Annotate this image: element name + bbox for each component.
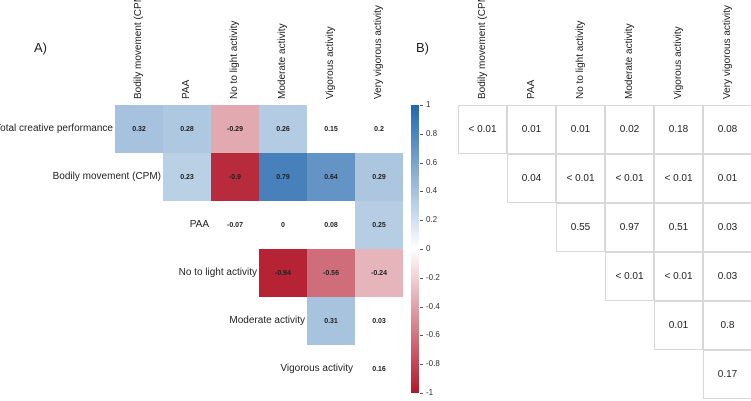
column-header: PAA bbox=[181, 79, 192, 99]
colorbar-tick-mark bbox=[420, 393, 423, 394]
heatmap-cell: -0.07 bbox=[227, 221, 243, 229]
colorbar-tick-mark bbox=[420, 105, 423, 106]
heatmap-cell: -0.56 bbox=[307, 249, 355, 297]
heatmap-cell: 0.08 bbox=[324, 221, 338, 229]
column-header: Vigorous activity bbox=[673, 26, 684, 99]
colorbar-tick-label: -0.4 bbox=[426, 301, 440, 311]
colorbar-tick-label: 1 bbox=[426, 100, 431, 109]
p-value-cell: 0.01 bbox=[556, 105, 605, 154]
heatmap-cell: 0.79 bbox=[259, 153, 307, 201]
column-header: Vigorous activity bbox=[325, 26, 336, 99]
heatmap-cell: 0.28 bbox=[163, 105, 211, 153]
p-value-cell: 0.97 bbox=[605, 203, 654, 252]
p-value-cell: 0.08 bbox=[703, 105, 751, 154]
p-value-cell: 0.01 bbox=[703, 154, 751, 203]
colorbar-tick-mark bbox=[420, 162, 423, 164]
p-value-cell: 0.55 bbox=[556, 203, 605, 252]
column-header: PAA bbox=[526, 79, 537, 99]
heatmap-cell: 0.15 bbox=[324, 125, 338, 133]
colorbar-tick-mark bbox=[420, 364, 423, 366]
heatmap-cell: 0.25 bbox=[355, 201, 403, 249]
colorbar-tick-label: -0.2 bbox=[426, 272, 440, 282]
colorbar-tick-label: -0.6 bbox=[426, 330, 440, 340]
column-header: Moderate activity bbox=[277, 23, 288, 99]
colorbar-tick-label: 0.8 bbox=[426, 128, 438, 138]
p-value-cell: 0.03 bbox=[703, 203, 751, 252]
p-value-cell: 0.18 bbox=[654, 105, 703, 154]
heatmap-cell: 0.31 bbox=[307, 297, 355, 345]
colorbar-tick-label: 0.6 bbox=[426, 157, 438, 167]
p-value-cell: < 0.01 bbox=[654, 154, 703, 203]
row-label: PAA bbox=[189, 219, 209, 230]
column-header: Moderate activity bbox=[624, 23, 635, 99]
column-header: Bodily movement (CPM) bbox=[477, 0, 488, 99]
heatmap-cell: 0.23 bbox=[163, 153, 211, 201]
p-value-cell: < 0.01 bbox=[605, 252, 654, 301]
heatmap-cell: 0.64 bbox=[307, 153, 355, 201]
p-value-cell: 0.17 bbox=[703, 350, 751, 399]
colorbar-tick-mark bbox=[420, 277, 423, 279]
p-value-cell: < 0.01 bbox=[654, 252, 703, 301]
panel-a-label: A) bbox=[34, 40, 47, 55]
heatmap-cell: -0.94 bbox=[259, 249, 307, 297]
colorbar-tick-mark bbox=[420, 220, 423, 222]
heatmap-cell: -0.24 bbox=[355, 249, 403, 297]
p-value-cell: 0.03 bbox=[703, 252, 751, 301]
row-label: Total creative performance bbox=[0, 123, 113, 134]
row-label: No to light activity bbox=[178, 267, 257, 278]
column-header: No to light activity bbox=[229, 20, 240, 99]
row-label: Moderate activity bbox=[229, 315, 305, 326]
heatmap-cell: 0 bbox=[281, 221, 285, 229]
heatmap-cell: 0.29 bbox=[355, 153, 403, 201]
colorbar-tick-label: -0.8 bbox=[426, 359, 440, 369]
heatmap-cell: 0.32 bbox=[115, 105, 163, 153]
heatmap-cell: 0.16 bbox=[372, 365, 386, 373]
p-value-cell: < 0.01 bbox=[458, 105, 507, 154]
colorbar-tick-label: 0.2 bbox=[426, 215, 438, 225]
column-header: Bodily movement (CPM) bbox=[133, 0, 144, 99]
column-header: Very vigorous activity bbox=[722, 5, 733, 99]
colorbar-tick-mark bbox=[420, 306, 423, 308]
p-value-cell: < 0.01 bbox=[605, 154, 654, 203]
row-label: Vigorous activity bbox=[280, 363, 353, 374]
column-header: Very vigorous activity bbox=[373, 5, 384, 99]
panel-b-label: B) bbox=[416, 40, 429, 55]
row-label: Bodily movement (CPM) bbox=[52, 171, 161, 182]
p-value-cell: 0.01 bbox=[654, 301, 703, 350]
p-value-cell: < 0.01 bbox=[556, 154, 605, 203]
colorbar bbox=[411, 105, 419, 393]
colorbar-tick-label: 0.4 bbox=[426, 186, 438, 196]
heatmap-cell: 0.03 bbox=[372, 317, 386, 325]
p-value-cell: 0.01 bbox=[507, 105, 556, 154]
column-header: No to light activity bbox=[575, 20, 586, 99]
heatmap-cell: 0.26 bbox=[259, 105, 307, 153]
colorbar-tick-mark bbox=[420, 335, 423, 337]
colorbar-tick-label: 0 bbox=[426, 244, 431, 253]
p-value-cell: 0.02 bbox=[605, 105, 654, 154]
heatmap-cell: -0.29 bbox=[211, 105, 259, 153]
colorbar-tick-mark bbox=[420, 191, 423, 193]
colorbar-tick-mark bbox=[420, 249, 423, 250]
heatmap-cell: -0.9 bbox=[211, 153, 259, 201]
colorbar-tick-label: -1 bbox=[426, 388, 434, 397]
p-value-cell: 0.04 bbox=[507, 154, 556, 203]
p-value-cell: 0.8 bbox=[703, 301, 751, 350]
p-value-cell: 0.51 bbox=[654, 203, 703, 252]
colorbar-tick-mark bbox=[420, 133, 423, 135]
heatmap-cell: 0.2 bbox=[374, 125, 384, 133]
